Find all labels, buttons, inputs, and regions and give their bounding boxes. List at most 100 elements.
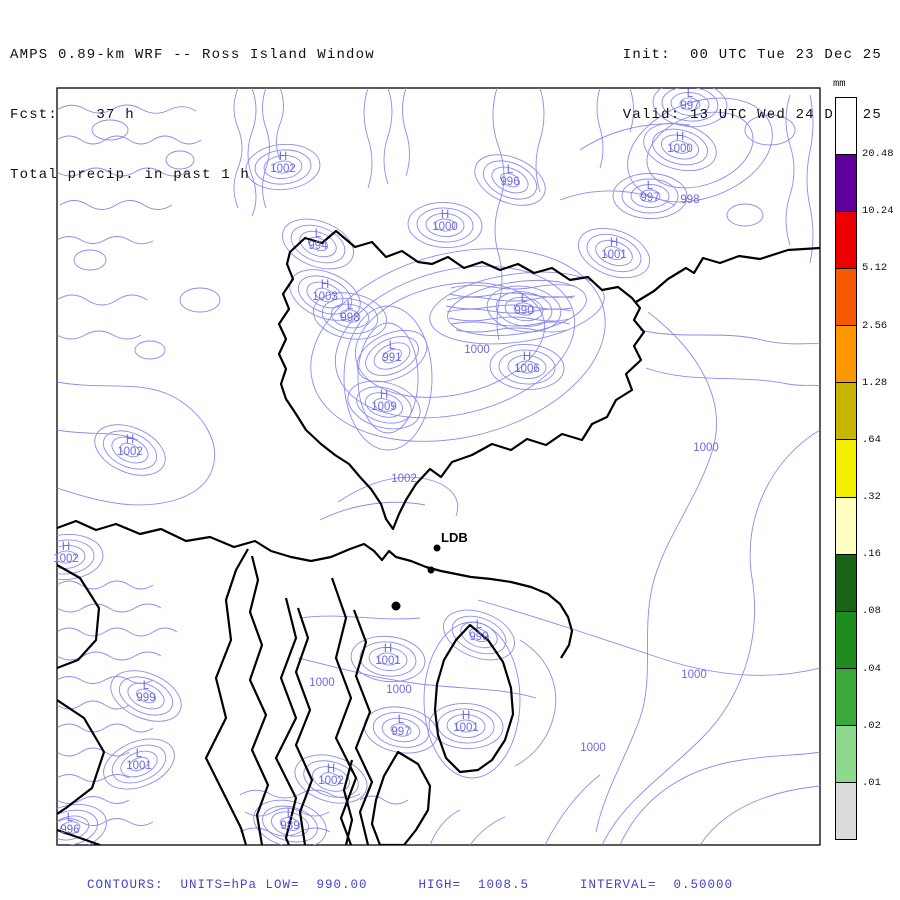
colorbar-cell bbox=[836, 155, 856, 213]
contour-loop bbox=[446, 714, 486, 738]
colorbar-cell bbox=[836, 212, 856, 270]
contour-loop bbox=[652, 88, 728, 128]
contour-loop bbox=[603, 245, 625, 261]
contour-loop bbox=[272, 160, 294, 174]
contour-loop bbox=[372, 712, 430, 748]
contour-loop bbox=[330, 303, 370, 329]
colorbar-cell bbox=[836, 668, 856, 726]
contour-loop bbox=[347, 380, 421, 430]
contour-loop bbox=[289, 269, 361, 321]
contour-loop bbox=[350, 635, 426, 683]
contour-loop bbox=[669, 140, 691, 154]
station-dot bbox=[433, 544, 441, 552]
forecast-hour: Fcst: 37 h bbox=[10, 107, 135, 123]
contour-loop bbox=[290, 224, 346, 264]
colorbar-cell bbox=[836, 554, 856, 612]
contour-loops bbox=[57, 88, 728, 845]
colorbar-cell bbox=[836, 725, 856, 783]
contour-loop bbox=[425, 213, 465, 237]
contour-loop bbox=[489, 343, 565, 391]
colorbar-cell bbox=[836, 497, 856, 555]
contour-loop bbox=[365, 336, 419, 376]
colorbar-cell bbox=[836, 440, 856, 498]
contour-loop bbox=[299, 230, 337, 258]
contour-loop bbox=[437, 708, 495, 744]
station-dot bbox=[391, 601, 401, 611]
contour-loop bbox=[339, 309, 361, 323]
contour-loop bbox=[127, 682, 165, 710]
contour-loop bbox=[474, 154, 546, 206]
contour-loop bbox=[612, 173, 688, 219]
colorbar-cell bbox=[836, 269, 856, 327]
contour-loop bbox=[498, 349, 556, 385]
colorbar-cell bbox=[836, 326, 856, 384]
contour-loop bbox=[595, 239, 633, 267]
contour-loop bbox=[491, 166, 529, 194]
contour-loop bbox=[294, 754, 368, 804]
contour-loop bbox=[652, 128, 708, 166]
contour-loop bbox=[356, 329, 428, 383]
contour-loop bbox=[111, 436, 149, 464]
contour-loop bbox=[320, 772, 342, 786]
contour-loop bbox=[365, 392, 403, 418]
contour-loop bbox=[500, 172, 520, 188]
contour-loop bbox=[495, 291, 553, 327]
contour-loop bbox=[356, 386, 412, 424]
contour-loop bbox=[382, 348, 402, 364]
contour-loop bbox=[516, 360, 538, 374]
contour-loop bbox=[381, 717, 421, 743]
contour-loop bbox=[368, 646, 408, 672]
contour-loop bbox=[94, 424, 166, 476]
contour-loop bbox=[577, 227, 651, 279]
colorbar-cell bbox=[836, 98, 856, 156]
contour-loop bbox=[57, 539, 95, 575]
contour-loop bbox=[377, 652, 399, 666]
contour-loop bbox=[312, 766, 350, 792]
contour-loop bbox=[136, 688, 156, 704]
contour-loop bbox=[407, 201, 483, 249]
contour-loop bbox=[57, 533, 104, 581]
contour-loop bbox=[57, 815, 90, 841]
contour-loop bbox=[120, 750, 158, 778]
contour-loop bbox=[111, 744, 167, 784]
product-name: Total precip. in past 1 h bbox=[10, 167, 251, 183]
contour-loop bbox=[460, 621, 498, 649]
contour-loop bbox=[586, 233, 642, 273]
station-dot bbox=[427, 566, 435, 574]
contour-loop bbox=[57, 545, 86, 569]
contour-loop bbox=[630, 184, 670, 208]
contour-loop bbox=[507, 355, 547, 379]
contour-loop bbox=[416, 207, 474, 243]
contour-loop bbox=[57, 809, 98, 845]
contour-loop bbox=[513, 302, 535, 316]
contour-loop bbox=[679, 97, 701, 111]
contour-loop bbox=[120, 442, 140, 458]
contour-loop bbox=[102, 430, 158, 470]
contour-loop bbox=[312, 292, 388, 340]
contour-loop bbox=[282, 218, 354, 270]
contour-loop bbox=[57, 550, 77, 564]
contour-loop bbox=[482, 160, 538, 200]
station-markers bbox=[391, 544, 441, 611]
contour-loop bbox=[306, 281, 344, 309]
contour-loop bbox=[307, 236, 329, 252]
contour-loop bbox=[359, 641, 417, 677]
contour-loop bbox=[297, 275, 353, 315]
contour-loop bbox=[263, 154, 303, 180]
map-border bbox=[56, 87, 821, 846]
contour-loop bbox=[129, 756, 149, 772]
contour-loop bbox=[373, 342, 411, 370]
contour-loop bbox=[455, 719, 477, 733]
contour-loop bbox=[110, 670, 182, 722]
contour-loop bbox=[486, 285, 562, 333]
contour-loop bbox=[363, 706, 439, 754]
pressure-contours bbox=[57, 88, 820, 845]
contour-loop bbox=[661, 88, 719, 122]
contour-loop bbox=[315, 287, 335, 303]
colorbar-cell bbox=[836, 782, 856, 840]
contour-loop bbox=[57, 804, 107, 845]
colorbar-cell bbox=[836, 383, 856, 441]
contour-loop bbox=[434, 218, 456, 232]
contour-loop bbox=[639, 189, 661, 203]
contour-loop bbox=[118, 676, 174, 716]
